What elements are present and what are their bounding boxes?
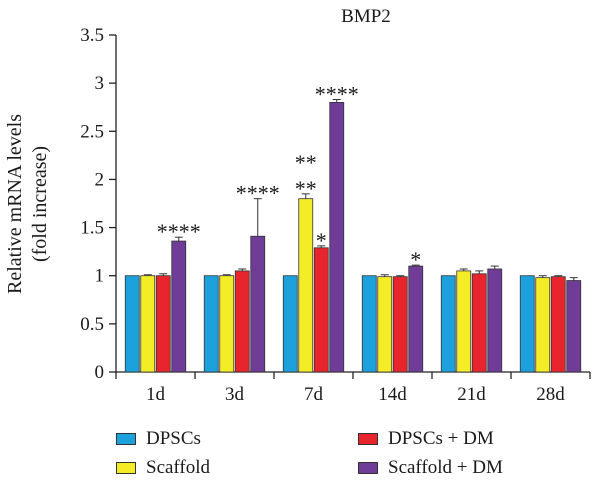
bar (392, 276, 408, 373)
significance-label: **** (315, 82, 359, 107)
bar (219, 275, 235, 373)
y-tick-label: 2.5 (80, 121, 104, 142)
bar (140, 275, 156, 373)
significance-label: * (316, 228, 327, 253)
y-axis-label-line2: (fold increase) (29, 146, 51, 262)
bar (550, 276, 566, 373)
significance-label: ** (295, 150, 317, 175)
x-tick-label: 14d (378, 384, 407, 405)
bar (440, 275, 456, 373)
x-tick-label: 1d (146, 384, 166, 405)
y-tick-label: 3.5 (80, 25, 104, 46)
chart-title: BMP2 (341, 6, 391, 27)
bar (535, 277, 551, 373)
bar (282, 275, 298, 373)
y-tick-label: 0.5 (80, 314, 104, 335)
bar (519, 275, 535, 373)
axes: 0 0.5 1 1.5 2 2.5 3 3.5 1d 3d 7d 14d 21d 28d (80, 25, 591, 405)
bar (361, 275, 377, 373)
significance-label: ** (295, 176, 317, 201)
y-tick-label: 0 (95, 362, 105, 383)
bar (471, 273, 487, 373)
bar (234, 270, 250, 373)
significance-label: **** (157, 219, 201, 244)
bars-group: ****************** (124, 82, 582, 373)
bar (298, 198, 314, 373)
bar (566, 280, 582, 373)
y-tick-label: 1 (95, 266, 105, 287)
bar (250, 235, 266, 373)
bar (124, 275, 140, 373)
bar (456, 270, 472, 373)
bar (487, 268, 503, 373)
y-tick-label: 3 (95, 73, 105, 94)
bar (329, 102, 345, 373)
x-tick-label: 28d (536, 384, 565, 405)
bar (171, 240, 187, 373)
y-axis-label-line1: Relative mRNA levels (4, 114, 26, 294)
x-tick-label: 7d (304, 384, 324, 405)
significance-label: **** (236, 181, 280, 206)
x-tick-label: 21d (457, 384, 486, 405)
x-tick-label: 3d (225, 384, 245, 405)
bar (313, 247, 329, 373)
y-tick-label: 2 (95, 169, 105, 190)
y-tick-label: 1.5 (80, 218, 104, 239)
bar (408, 265, 424, 373)
significance-label: * (410, 247, 421, 272)
bar (155, 275, 171, 373)
bar (203, 275, 219, 373)
bar (377, 276, 393, 373)
